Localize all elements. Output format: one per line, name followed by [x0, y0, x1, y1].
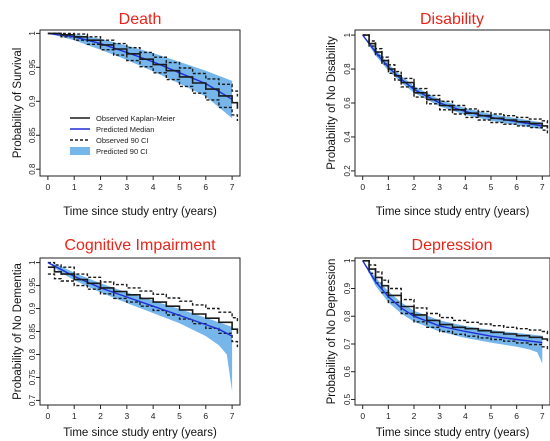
predicted-median-line [47, 261, 233, 337]
x-tick-label: 2 [412, 182, 417, 192]
y-tick-label: 0.8 [343, 310, 352, 322]
x-tick-label: 3 [437, 411, 442, 421]
x-axis-label: Time since study entry (years) [376, 206, 530, 218]
y-axis-label: Probability of No Disability [326, 36, 338, 170]
x-tick-label: 2 [98, 182, 103, 192]
panel-cognitive-impairment: Cognitive Impairment 0 1 2 3 4 5 6 7 0.7 0.75 0.8 0.… [12, 237, 241, 439]
x-tick-label: 0 [46, 182, 51, 192]
x-tick-label: 5 [489, 182, 494, 192]
x-tick-label: 5 [177, 182, 182, 192]
y-axis-label: Probability of No Depression [326, 259, 338, 405]
y-tick-label: 0.9 [343, 282, 352, 294]
observed-ci-upper-line [47, 261, 239, 323]
x-tick-label: 6 [514, 411, 519, 421]
x-tick-label: 7 [540, 182, 545, 192]
y-tick-label: 0.2 [343, 165, 352, 177]
chart-title: Cognitive Impairment [64, 237, 216, 254]
y-tick-label: 0.6 [343, 97, 352, 109]
plot-area [47, 261, 239, 392]
x-tick-label: 3 [437, 182, 442, 192]
x-tick-label: 4 [151, 182, 156, 192]
x-tick-label: 0 [360, 182, 365, 192]
y-tick-label: 0.7 [343, 338, 352, 350]
y-tick-label: 0.8 [343, 63, 352, 75]
plot-frame [39, 29, 241, 177]
x-tick-label: 0 [46, 411, 51, 421]
x-tick-label: 2 [98, 411, 103, 421]
x-tick-label: 1 [72, 411, 77, 421]
x-tick-label: 2 [412, 411, 417, 421]
plot-area [362, 34, 549, 134]
x-tick-label: 4 [463, 182, 468, 192]
y-tick-label: 0.85 [28, 323, 37, 339]
x-tick-label: 7 [540, 411, 545, 421]
observed-km-line [47, 32, 239, 109]
y-tick-label: 0.85 [28, 127, 37, 143]
x-tick-label: 1 [386, 411, 391, 421]
predicted-ci-band [47, 33, 233, 119]
x-tick-label: 4 [151, 411, 156, 421]
legend-label: Observed Kaplan-Meier [96, 114, 176, 123]
x-axis-label: Time since study entry (years) [63, 427, 217, 439]
observed-km-line [362, 260, 549, 342]
y-tick-label: 0.95 [28, 59, 37, 75]
legend-label: Predicted 90 CI [96, 147, 148, 156]
y-tick-label: 0.6 [343, 366, 352, 378]
y-tick-label: 0.75 [28, 369, 37, 385]
x-tick-label: 1 [386, 182, 391, 192]
y-tick-label: 0.8 [28, 348, 37, 360]
plot-frame [354, 257, 550, 406]
x-tick-label: 3 [124, 182, 129, 192]
y-tick-label: 1 [343, 258, 352, 263]
panel-depression: Depression 0 1 2 3 4 5 6 7 0.5 0.6 0.7 0.8 0.9 1 Time s… [326, 237, 550, 439]
y-tick-label: 0.8 [28, 163, 37, 175]
legend-swatch [70, 147, 90, 155]
y-tick-label: 1 [343, 32, 352, 37]
predicted-ci-band [362, 35, 543, 130]
y-tick-label: 0.4 [343, 131, 352, 143]
panel-death: Death 0 1 2 3 4 5 6 7 0.8 0.85 0.9 0.95 1 Time since s… [12, 11, 241, 218]
observed-km-line [362, 34, 549, 129]
x-tick-label: 4 [463, 411, 468, 421]
chart-title: Depression [412, 237, 493, 254]
plot-area [362, 260, 549, 364]
plot-area [47, 32, 239, 121]
legend-label: Predicted Median [96, 125, 154, 134]
y-tick-label: 0.9 [28, 95, 37, 107]
x-tick-label: 7 [230, 411, 235, 421]
legend: Observed Kaplan-Meier Predicted Median Obs… [70, 114, 176, 156]
chart-title: Death [119, 11, 162, 28]
x-tick-label: 7 [230, 182, 235, 192]
y-tick-label: 0.5 [343, 393, 352, 405]
y-axis-label: Probability of Survival [12, 48, 24, 159]
x-axis-label: Time since study entry (years) [63, 206, 217, 218]
y-tick-label: 0.7 [28, 394, 37, 406]
x-tick-label: 6 [203, 411, 208, 421]
observed-km-line [47, 266, 239, 334]
chart-title: Disability [420, 11, 484, 28]
panel-disability: Disability 0 1 2 3 4 5 6 7 0.2 0.4 0.6 0.8 1 Time sinc… [326, 11, 550, 218]
x-axis-label: Time since study entry (years) [376, 427, 530, 439]
y-tick-label: 1 [28, 31, 37, 36]
predicted-ci-band [362, 260, 543, 364]
y-tick-label: 0.9 [28, 302, 37, 314]
x-tick-label: 3 [124, 411, 129, 421]
x-tick-label: 5 [489, 411, 494, 421]
x-tick-label: 6 [203, 182, 208, 192]
x-tick-label: 6 [514, 182, 519, 192]
observed-ci-lower-line [362, 34, 549, 134]
x-tick-label: 5 [177, 411, 182, 421]
y-tick-label: 0.95 [28, 277, 37, 293]
y-tick-label: 1 [28, 260, 37, 265]
predicted-ci-band [47, 262, 233, 392]
x-tick-label: 1 [72, 182, 77, 192]
x-tick-label: 0 [360, 411, 365, 421]
legend-label: Observed 90 CI [96, 136, 149, 145]
y-axis-label: Probability of No Dementia [12, 263, 24, 400]
